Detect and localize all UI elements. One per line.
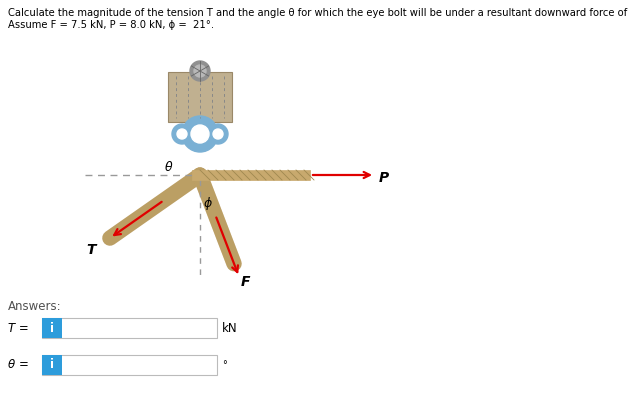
Bar — [193, 118, 207, 140]
Bar — [168, 72, 232, 122]
Text: Answers:: Answers: — [8, 300, 62, 313]
FancyBboxPatch shape — [42, 355, 62, 375]
FancyBboxPatch shape — [42, 318, 217, 338]
Circle shape — [182, 116, 218, 152]
Text: θ =: θ = — [8, 359, 29, 372]
Circle shape — [213, 129, 223, 139]
Text: i: i — [50, 322, 54, 334]
Text: T =: T = — [8, 322, 29, 334]
Text: θ: θ — [165, 161, 173, 174]
Text: °: ° — [222, 360, 227, 370]
Circle shape — [191, 125, 209, 143]
Circle shape — [172, 124, 192, 144]
Text: F: F — [241, 275, 251, 289]
Text: i: i — [50, 359, 54, 372]
FancyBboxPatch shape — [42, 318, 62, 338]
Circle shape — [208, 124, 228, 144]
Text: Assume F = 7.5 kN, P = 8.0 kN, ϕ =  21°.: Assume F = 7.5 kN, P = 8.0 kN, ϕ = 21°. — [8, 20, 214, 30]
Text: Calculate the magnitude of the tension T and the angle θ for which the eye bolt : Calculate the magnitude of the tension T… — [8, 8, 630, 18]
Circle shape — [177, 129, 187, 139]
Text: kN: kN — [222, 322, 238, 334]
Text: P: P — [379, 171, 389, 185]
FancyBboxPatch shape — [42, 355, 217, 375]
Text: ϕ: ϕ — [204, 197, 212, 210]
Circle shape — [194, 65, 206, 77]
Text: T: T — [86, 243, 96, 257]
Circle shape — [190, 61, 210, 81]
Bar — [192, 170, 310, 180]
